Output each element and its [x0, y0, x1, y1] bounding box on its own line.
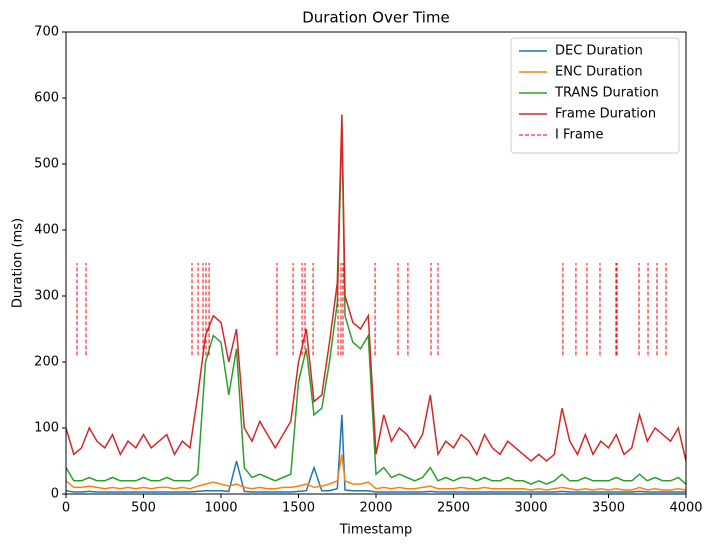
- legend-label: TRANS Duration: [554, 86, 659, 101]
- x-tick-label: 0: [62, 501, 70, 516]
- y-axis-label: Duration (ms): [11, 218, 26, 308]
- chart-title: Duration Over Time: [302, 9, 449, 27]
- y-tick-label: 500: [34, 157, 59, 172]
- y-tick-label: 300: [34, 289, 59, 304]
- plot-frame: [65, 31, 687, 495]
- y-tick-label: 200: [34, 355, 59, 370]
- x-tick-label: 2500: [437, 501, 470, 516]
- y-tick-label: 700: [34, 25, 59, 40]
- legend-box: [510, 37, 680, 154]
- legend-label: DEC Duration: [555, 44, 643, 59]
- x-tick-label: 1000: [204, 501, 237, 516]
- series-line: [66, 124, 686, 485]
- legend-label: I Frame: [555, 128, 603, 143]
- x-tick-label: 3000: [514, 501, 547, 516]
- y-tick-label: 100: [34, 421, 59, 436]
- x-tick-label: 4000: [669, 501, 702, 516]
- legend-label: Frame Duration: [555, 107, 656, 122]
- x-tick-label: 500: [131, 501, 156, 516]
- x-tick-label: 1500: [282, 501, 315, 516]
- y-tick-label: 0: [51, 487, 59, 502]
- x-tick-label: 3500: [592, 501, 625, 516]
- x-tick-label: 2000: [359, 501, 392, 516]
- y-tick-label: 600: [34, 91, 59, 106]
- legend-label: ENC Duration: [555, 65, 643, 80]
- x-axis-label: Timestamp: [339, 523, 413, 538]
- series-line: [66, 454, 686, 491]
- y-tick-label: 400: [34, 223, 59, 238]
- series-line: [66, 114, 686, 462]
- series-line: [66, 414, 686, 493]
